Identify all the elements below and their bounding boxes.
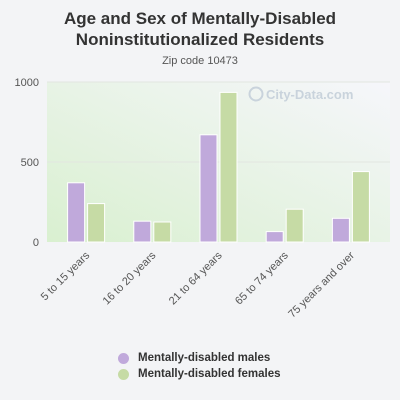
legend-label-males: Mentally-disabled males	[138, 352, 271, 364]
x-tick-label: 5 to 15 years	[39, 249, 93, 303]
bar-males	[67, 182, 86, 243]
watermark-text: City-Data.com	[266, 87, 353, 102]
bar-females	[219, 91, 238, 243]
y-tick-label: 500	[21, 157, 39, 169]
bar-males	[199, 134, 218, 243]
legend-label-females: Mentally-disabled females	[138, 368, 281, 380]
watermark-icon	[248, 86, 264, 102]
x-tick-label: 16 to 20 years	[101, 249, 159, 307]
chart-title-line-2: Noninstitutionalized Residents	[75, 30, 325, 49]
legend-swatch-females	[118, 368, 129, 380]
bar-females	[351, 171, 370, 243]
legend: Mentally-disabled males Mentally-disable…	[118, 350, 281, 382]
bar-males	[133, 220, 152, 243]
legend-item-females: Mentally-disabled females	[118, 366, 281, 382]
x-tick-label: 75 years and over	[286, 249, 357, 320]
chart-subtitle: Zip code 10473	[162, 55, 238, 67]
bar-females	[87, 203, 106, 243]
legend-item-males: Mentally-disabled males	[118, 350, 281, 366]
bar-females	[285, 208, 304, 243]
bar-males	[331, 217, 350, 243]
bar-females	[153, 221, 172, 243]
y-tick-label: 1000	[15, 77, 39, 89]
chart-title-line-1: Age and Sex of Mentally-Disabled	[63, 9, 337, 28]
legend-swatch-males	[118, 352, 129, 364]
x-tick-label: 21 to 64 years	[167, 249, 225, 307]
x-tick-label: 65 to 74 years	[233, 249, 291, 307]
y-tick-label: 0	[33, 237, 39, 249]
watermark: City-Data.com	[248, 86, 353, 102]
bar-males	[265, 231, 284, 243]
chart-title: Age and Sex of Mentally-Disabled Noninst…	[0, 8, 400, 50]
